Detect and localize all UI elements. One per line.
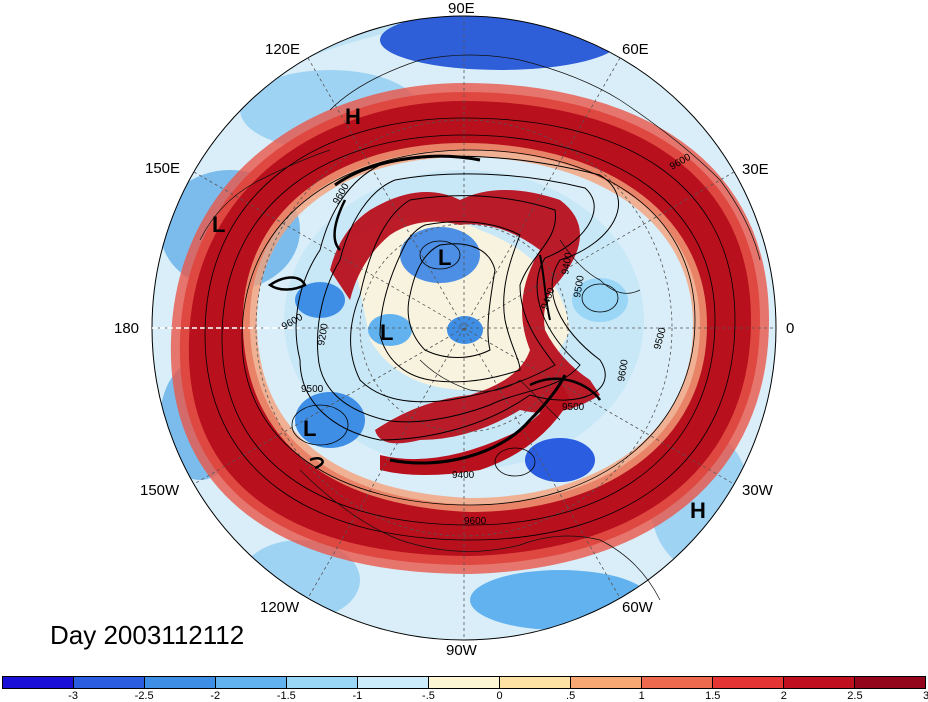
high-marker: H xyxy=(345,104,361,129)
contour-label: 9500 xyxy=(562,402,585,413)
lon-label-30e: 30E xyxy=(742,161,769,178)
lon-label-120e: 120E xyxy=(265,41,301,58)
map-title: Day 2003112112 xyxy=(50,620,245,650)
contour-label: 9600 xyxy=(464,516,487,527)
colorbar-swatch xyxy=(713,677,784,688)
low-marker: L xyxy=(438,245,451,270)
coastlines xyxy=(199,54,761,601)
colorbar-tick-label: 1 xyxy=(638,690,645,702)
contour-label: 9500 xyxy=(301,384,324,395)
low-marker: L xyxy=(380,320,393,345)
colorbar-tick-label: 3 xyxy=(922,690,928,702)
lon-label-60w: 60W xyxy=(622,599,653,616)
pressure-markers: H L L L L H xyxy=(212,104,706,523)
colorbar-swatch xyxy=(642,677,713,688)
colorbar-tick-label: -3 xyxy=(68,690,78,702)
anomaly-field xyxy=(152,16,776,640)
colorbar-swatch xyxy=(216,677,287,688)
colorbar-swatch xyxy=(784,677,855,688)
lon-label-180: 180 xyxy=(114,320,140,337)
colorbar-tick-label: 2 xyxy=(780,690,787,702)
lon-label-150e: 150E xyxy=(145,160,181,177)
lon-label-120w: 120W xyxy=(260,599,300,616)
colorbar-tick-label: .5 xyxy=(566,690,576,702)
colorbar-tick-label: -2 xyxy=(210,690,221,702)
colorbar-tick-label: -.5 xyxy=(422,690,435,702)
lon-label-60e: 60E xyxy=(622,41,649,58)
contour-label: 9500 xyxy=(572,274,587,298)
colorbar-tick-label: -2.5 xyxy=(134,690,154,702)
low-marker: L xyxy=(212,212,225,237)
low-marker: L xyxy=(303,416,316,441)
colorbar-swatch xyxy=(287,677,358,688)
colorbar-tick-label: -1 xyxy=(352,690,363,702)
colorbar-tick-label: 2.5 xyxy=(847,690,863,702)
colorbar-swatch xyxy=(145,677,216,688)
lon-label-150w: 150W xyxy=(140,482,180,499)
colorbar-swatch xyxy=(358,677,429,688)
contour-label: 9200 xyxy=(316,322,331,346)
colorbar-swatch xyxy=(855,677,925,688)
colorbar-swatch xyxy=(500,677,571,688)
contour-label: 9400 xyxy=(560,251,575,275)
lon-label-90w: 90W xyxy=(446,642,477,659)
geopotential-contours xyxy=(204,117,736,541)
contour-label: 9600 xyxy=(616,358,631,382)
colorbar-swatch xyxy=(429,677,500,688)
colorbar-tick-label: -1.5 xyxy=(276,690,296,702)
colorbar xyxy=(2,676,926,689)
lon-label-90e: 90E xyxy=(448,0,475,17)
colorbar-tick-label: 1.5 xyxy=(705,690,721,702)
colorbar-swatch xyxy=(571,677,642,688)
high-marker: H xyxy=(690,498,706,523)
contour-label: 9400 xyxy=(452,470,475,481)
lon-label-0: 0 xyxy=(786,320,795,337)
colorbar-tick-label: 0 xyxy=(496,690,503,702)
lon-label-30w: 30W xyxy=(742,482,773,499)
colorbar-swatch xyxy=(74,677,145,688)
colorbar-swatch xyxy=(3,677,74,688)
